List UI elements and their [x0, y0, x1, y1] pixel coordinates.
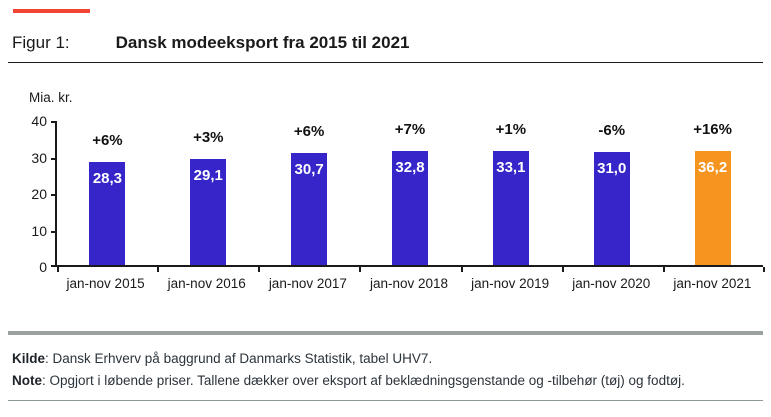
note-text: : Opgjort i løbende priser. Tallene dækk…	[42, 373, 685, 388]
x-tick-mark	[157, 267, 160, 272]
figure-header: Figur 1: Dansk modeeksport fra 2015 til 2…	[12, 32, 759, 54]
bar-pct-change-label: +7%	[394, 121, 426, 138]
y-tick-mark	[51, 265, 57, 267]
x-tick-mark	[359, 267, 362, 272]
bar: 33,1	[492, 151, 529, 265]
note-label: Note	[12, 373, 42, 388]
bar-chart-plot: 0 10 20 30 40 +6% 28,3 +3% 29,1 +6% 30,7 +7% 32,8 +1…	[31, 113, 765, 275]
bar-pct-change-label: -6%	[598, 121, 626, 139]
x-tick-mark	[561, 267, 564, 272]
bar-value-label: 31,0	[597, 159, 627, 177]
y-tick-label: 0	[39, 259, 47, 275]
bar: 29,1	[190, 158, 227, 265]
x-tick-mark	[57, 267, 59, 272]
x-axis-labels: jan-nov 2015 jan-nov 2016 jan-nov 2017 jan-…	[55, 276, 763, 291]
header-divider	[8, 62, 763, 63]
x-tick-mark	[662, 267, 665, 272]
source-text: : Dansk Erhverv på baggrund af Danmarks …	[45, 351, 433, 366]
y-tick-mark	[51, 121, 57, 123]
y-tick-label: 40	[31, 113, 47, 129]
x-category-label: jan-nov 2016	[167, 276, 246, 291]
bar: 30,7	[291, 152, 328, 265]
bar-cell: +1% 33,1	[460, 121, 561, 265]
bar: 32,8	[392, 151, 428, 265]
bar-pct-change-label: +16%	[693, 121, 732, 138]
bar-cell: -6% 31,0	[561, 121, 662, 265]
bar-cell: +6% 28,3	[57, 121, 158, 265]
figure-title: Dansk modeeksport fra 2015 til 2021	[115, 33, 410, 52]
figure-number-label: Figur 1:	[12, 33, 70, 52]
bar-pct-change-label: +1%	[495, 121, 527, 138]
bar-cell: +7% 32,8	[360, 121, 461, 265]
bar-value-label: 32,8	[395, 159, 425, 176]
bar-value-label: 28,3	[92, 169, 123, 187]
bar-value-label: 30,7	[294, 160, 324, 178]
bar: 28,3	[89, 161, 126, 265]
source-label: Kilde	[12, 351, 46, 366]
x-category-label: jan-nov 2015	[66, 276, 145, 291]
y-axis-title: Mia. kr.	[29, 90, 73, 105]
x-category-label: jan-nov 2019	[471, 276, 550, 291]
bar-value-label: 33,1	[496, 159, 526, 176]
y-tick-mark	[51, 157, 57, 160]
bar-cell: +3% 29,1	[158, 121, 259, 265]
x-tick-mark	[763, 267, 765, 272]
bar-cell: +16% 36,2	[662, 121, 763, 265]
bar-pct-change-label: +6%	[92, 131, 123, 149]
y-tick-label: 30	[31, 149, 47, 166]
bars-row: +6% 28,3 +3% 29,1 +6% 30,7 +7% 32,8 +1% 33,1 -6% 31…	[57, 121, 763, 265]
footer-divider-thin	[8, 400, 763, 401]
note-line: Note: Opgjort i løbende priser. Tallene …	[12, 372, 759, 389]
x-tick-mark	[460, 267, 463, 272]
y-tick-mark	[51, 230, 57, 233]
x-tick-mark	[258, 267, 261, 272]
bar: 31,0	[593, 151, 630, 265]
y-tick-label: 10	[31, 222, 47, 239]
x-category-label: jan-nov 2018	[369, 276, 449, 291]
bar-cell: +6% 30,7	[259, 121, 360, 265]
y-tick-mark	[51, 194, 57, 196]
brand-accent-line	[13, 9, 90, 13]
x-category-label: jan-nov 2020	[572, 276, 651, 291]
bar-value-label: 29,1	[193, 166, 223, 184]
bar-value-label: 36,2	[697, 159, 728, 176]
y-tick-label: 20	[31, 186, 47, 202]
footer-divider-thick	[8, 331, 763, 335]
x-category-label: jan-nov 2017	[268, 276, 347, 291]
source-line: Kilde: Dansk Erhverv på baggrund af Danm…	[12, 350, 759, 367]
x-category-label: jan-nov 2021	[673, 276, 752, 291]
bar-pct-change-label: +6%	[293, 122, 325, 140]
bar-pct-change-label: +3%	[193, 128, 224, 146]
bar: 36,2	[694, 151, 731, 265]
